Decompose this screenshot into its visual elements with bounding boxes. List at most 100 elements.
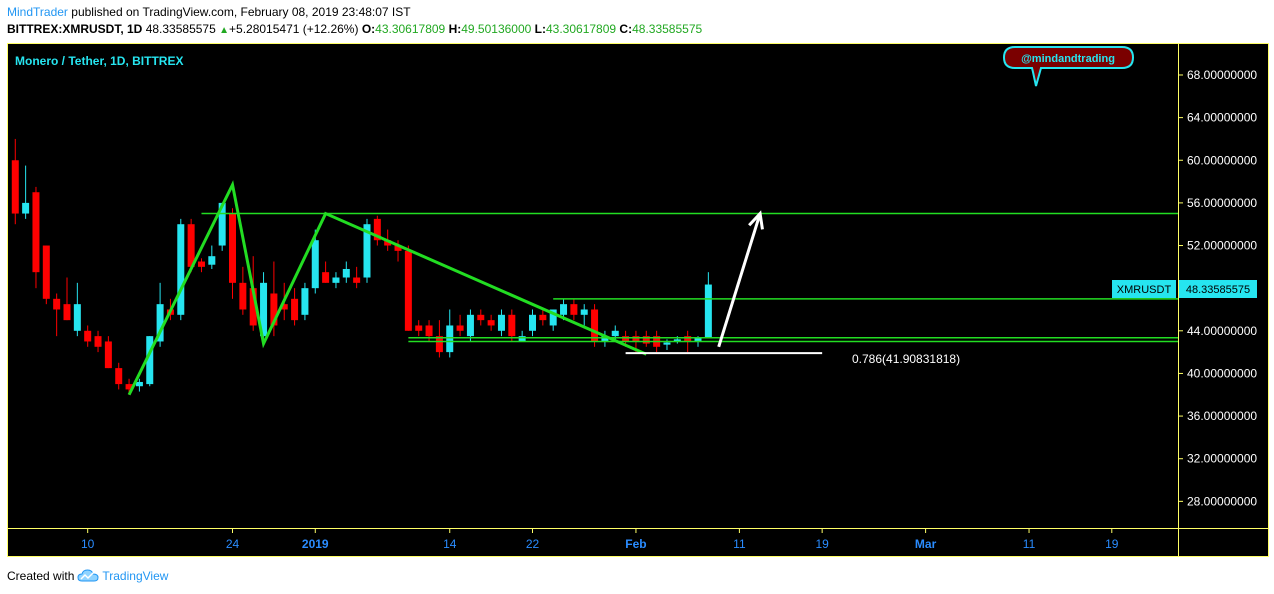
candle-body	[42, 245, 50, 299]
candle-down	[239, 266, 247, 315]
candle-up	[601, 330, 609, 347]
last-price: 48.33585575	[145, 22, 216, 36]
published-text: published on TradingView.com, February 0…	[71, 5, 411, 19]
candle-down	[415, 320, 423, 337]
candle-body	[580, 309, 588, 315]
candle-up	[580, 304, 588, 326]
candle-up	[260, 272, 268, 342]
time-tick-label: Feb	[625, 537, 646, 551]
candle-down	[32, 186, 40, 289]
candle-body	[477, 314, 485, 321]
candle-body	[63, 304, 71, 321]
price-tick-label: 68.00000000	[1187, 68, 1257, 82]
candle-body	[456, 325, 464, 331]
candle-body	[84, 330, 92, 342]
candle-body	[270, 293, 278, 326]
candle-body	[518, 336, 526, 342]
time-axis[interactable]: 10 24 2019 14 22 Feb 11 19 Mar 11 19	[81, 529, 1119, 551]
candle-down	[642, 330, 650, 347]
candle-body	[601, 336, 609, 342]
candle-body	[94, 336, 102, 347]
symbol-tag-label: XMRUSDT	[1117, 284, 1172, 296]
candle-body	[539, 314, 547, 321]
candle-body	[373, 218, 381, 241]
candle-body	[125, 384, 133, 390]
footer: Created with TradingView	[7, 569, 168, 583]
candle-up	[208, 245, 216, 269]
candle-down	[42, 245, 50, 305]
candle-up	[704, 272, 712, 339]
candle-body	[694, 338, 702, 342]
candle-body	[249, 288, 257, 326]
fib-label: 0.786(41.90831818)	[852, 352, 960, 366]
price-axis[interactable]: 68.00000000 64.00000000 60.00000000 56.0000…	[1179, 68, 1257, 508]
time-tick-label: 11	[1023, 537, 1036, 551]
price-tick-label: 32.00000000	[1187, 452, 1257, 466]
price-tick-label: 44.00000000	[1187, 324, 1257, 338]
tradingview-link[interactable]: TradingView	[102, 569, 169, 583]
candle-up	[342, 261, 350, 283]
chart-container[interactable]: 68.00000000 64.00000000 60.00000000 56.0000…	[7, 43, 1269, 557]
candle-down	[84, 325, 92, 347]
candle-up	[156, 282, 164, 347]
candle-body	[342, 268, 350, 278]
price-tick-label: 36.00000000	[1187, 409, 1257, 423]
candle-body	[11, 160, 19, 214]
time-tick-label: 10	[81, 537, 95, 551]
candle-body	[611, 330, 619, 337]
candle-up	[446, 309, 454, 358]
candle-body	[415, 325, 423, 331]
candle-body	[53, 298, 61, 310]
candle-body	[663, 342, 671, 345]
candle-body	[466, 314, 474, 337]
candle-body	[508, 314, 516, 337]
candle-down	[508, 309, 516, 342]
candle-down	[115, 362, 123, 390]
candle-body	[446, 325, 454, 353]
candle-body	[435, 336, 443, 353]
candle-up	[301, 282, 309, 321]
candle-body	[239, 282, 247, 310]
open-value: 43.30617809	[375, 22, 446, 36]
candle-down	[229, 208, 237, 299]
time-tick-label: 2019	[302, 537, 329, 551]
candle-up	[218, 202, 226, 251]
candle-down	[322, 261, 330, 283]
candle-body	[280, 304, 288, 310]
candle-body	[218, 202, 226, 246]
candle-body	[311, 240, 319, 289]
symbol-tag-bg	[1112, 280, 1176, 298]
candle-body	[229, 213, 237, 283]
candle-up	[311, 229, 319, 294]
candle-body	[156, 304, 164, 342]
candle-body	[291, 298, 299, 321]
candle-body	[135, 381, 143, 387]
candle-body	[332, 277, 340, 283]
time-tick-label: 24	[226, 537, 240, 551]
up-triangle-icon: ▲	[219, 25, 230, 36]
candle-up	[497, 309, 505, 337]
high-label: H:	[448, 22, 462, 36]
candle-body	[684, 336, 692, 342]
tradingview-cloud-icon	[77, 569, 99, 582]
candle-up	[73, 282, 81, 337]
candle-body	[73, 304, 81, 331]
candle-down	[539, 309, 547, 326]
candle-body	[187, 224, 195, 267]
candle-up	[611, 325, 619, 342]
time-tick-label: Mar	[915, 537, 937, 551]
low-label: L:	[534, 22, 546, 36]
high-value: 49.50136000	[461, 22, 532, 36]
close-value: 48.33585575	[632, 22, 703, 36]
time-tick-label: 11	[733, 537, 746, 551]
candle-body	[177, 224, 185, 315]
price-tick-label: 52.00000000	[1187, 239, 1257, 253]
price-chart[interactable]: 68.00000000 64.00000000 60.00000000 56.0000…	[7, 43, 1269, 557]
candle-body	[673, 339, 681, 342]
candle-body	[353, 277, 361, 283]
candle-body	[591, 309, 599, 342]
time-tick-label: 19	[815, 537, 829, 551]
open-label: O:	[361, 22, 376, 36]
time-tick-label: 14	[443, 537, 457, 551]
author-link[interactable]: MindTrader	[7, 5, 68, 19]
